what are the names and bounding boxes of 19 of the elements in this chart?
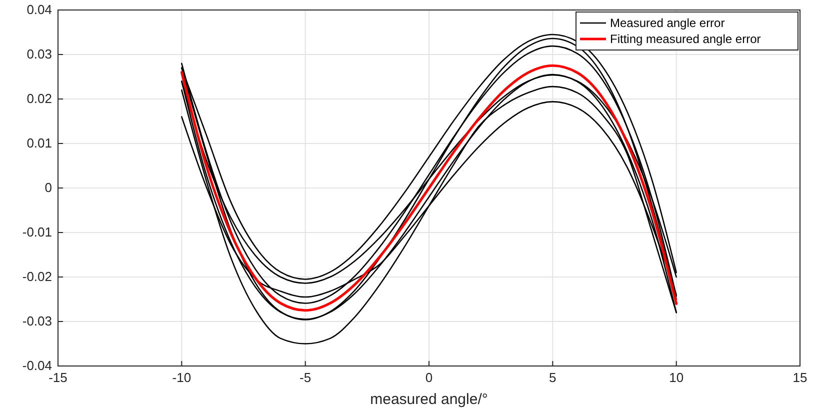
y-tick-label: -0.03	[22, 314, 52, 328]
y-tick-label: -0.02	[22, 269, 52, 284]
y-tick-label: 0.02	[26, 91, 52, 106]
x-tick-label: 0	[425, 370, 433, 385]
x-tick-label: 5	[549, 370, 556, 385]
legend-label: Measured angle error	[610, 16, 725, 30]
x-axis-title: measured angle/°	[370, 391, 488, 408]
x-tick-label: -15	[48, 370, 68, 385]
y-tick-label: 0	[44, 180, 52, 195]
x-tick-label: -10	[172, 370, 192, 385]
y-tick-label: 0.01	[26, 136, 52, 150]
y-tick-label: 0.04	[26, 2, 52, 17]
y-tick-label: -0.01	[22, 224, 52, 240]
x-tick-label: -5	[300, 370, 312, 385]
y-tick-label: -0.04	[22, 358, 52, 373]
legend-label: Fitting measured angle error	[610, 32, 761, 46]
y-tick-label: 0.03	[26, 46, 52, 62]
x-tick-label: 15	[792, 370, 808, 385]
x-tick-label: 10	[669, 370, 684, 385]
